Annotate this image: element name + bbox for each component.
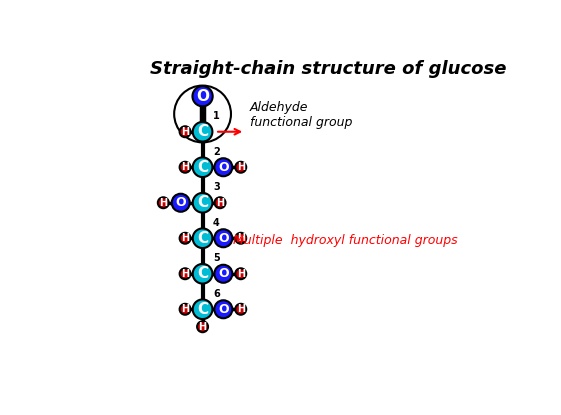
- Circle shape: [180, 126, 191, 137]
- Text: H: H: [237, 162, 245, 172]
- Text: C: C: [197, 195, 208, 210]
- Circle shape: [214, 265, 232, 283]
- Circle shape: [193, 157, 213, 177]
- Text: H: H: [216, 198, 224, 208]
- Circle shape: [158, 197, 169, 208]
- Text: Straight-chain structure of glucose: Straight-chain structure of glucose: [150, 60, 507, 78]
- Text: Aldehyde
functional group: Aldehyde functional group: [250, 101, 352, 129]
- Circle shape: [180, 268, 191, 279]
- Text: O: O: [218, 267, 229, 280]
- Circle shape: [235, 233, 246, 244]
- Text: H: H: [237, 304, 245, 314]
- Text: C: C: [197, 231, 208, 246]
- Text: 1: 1: [213, 111, 220, 121]
- Text: O: O: [218, 303, 229, 316]
- Text: 2: 2: [213, 147, 220, 157]
- Text: O: O: [218, 232, 229, 245]
- Text: H: H: [199, 322, 206, 332]
- Text: C: C: [197, 266, 208, 281]
- Text: H: H: [181, 127, 189, 137]
- Text: H: H: [237, 233, 245, 243]
- Circle shape: [180, 233, 191, 244]
- Text: H: H: [181, 162, 189, 172]
- Circle shape: [215, 197, 226, 208]
- Text: O: O: [196, 89, 209, 104]
- Text: Multiple  hydroxyl functional groups: Multiple hydroxyl functional groups: [233, 234, 457, 247]
- Circle shape: [214, 158, 232, 176]
- Text: 6: 6: [213, 289, 220, 299]
- Text: C: C: [197, 160, 208, 175]
- Circle shape: [193, 193, 213, 212]
- Text: H: H: [181, 233, 189, 243]
- Circle shape: [214, 300, 232, 318]
- Circle shape: [235, 162, 246, 173]
- Circle shape: [180, 162, 191, 173]
- Text: H: H: [181, 269, 189, 279]
- Circle shape: [197, 321, 208, 332]
- Text: H: H: [159, 198, 167, 208]
- Circle shape: [214, 229, 232, 247]
- Circle shape: [235, 268, 246, 279]
- Text: 4: 4: [213, 218, 220, 228]
- Text: H: H: [237, 269, 245, 279]
- Text: 5: 5: [213, 254, 220, 264]
- Text: 3: 3: [213, 182, 220, 193]
- Circle shape: [193, 300, 213, 319]
- Text: C: C: [197, 124, 208, 139]
- Circle shape: [193, 228, 213, 248]
- Circle shape: [193, 264, 213, 283]
- Circle shape: [193, 122, 213, 142]
- Circle shape: [235, 304, 246, 315]
- Text: C: C: [197, 302, 208, 317]
- Circle shape: [192, 86, 213, 106]
- Text: H: H: [181, 304, 189, 314]
- Text: O: O: [218, 161, 229, 174]
- Circle shape: [180, 304, 191, 315]
- Circle shape: [172, 194, 190, 212]
- Text: O: O: [176, 196, 186, 209]
